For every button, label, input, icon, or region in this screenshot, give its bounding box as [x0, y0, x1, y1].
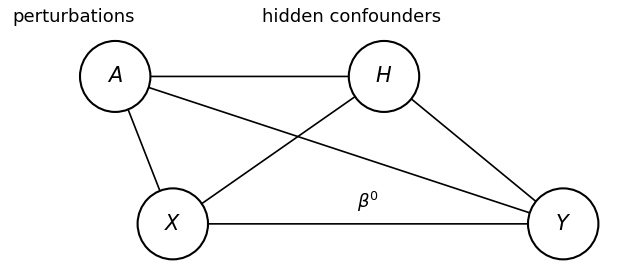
Ellipse shape	[138, 188, 208, 259]
Ellipse shape	[80, 41, 150, 112]
Text: perturbations: perturbations	[13, 8, 135, 26]
Text: $\mathit{X}$: $\mathit{X}$	[164, 214, 182, 234]
Ellipse shape	[349, 41, 419, 112]
Ellipse shape	[528, 188, 598, 259]
Text: $\mathit{Y}$: $\mathit{Y}$	[555, 214, 572, 234]
Text: $\mathit{H}$: $\mathit{H}$	[376, 66, 392, 87]
Text: hidden confounders: hidden confounders	[262, 8, 442, 26]
Text: $\beta^0$: $\beta^0$	[357, 190, 379, 214]
Text: $\mathit{A}$: $\mathit{A}$	[108, 66, 123, 87]
